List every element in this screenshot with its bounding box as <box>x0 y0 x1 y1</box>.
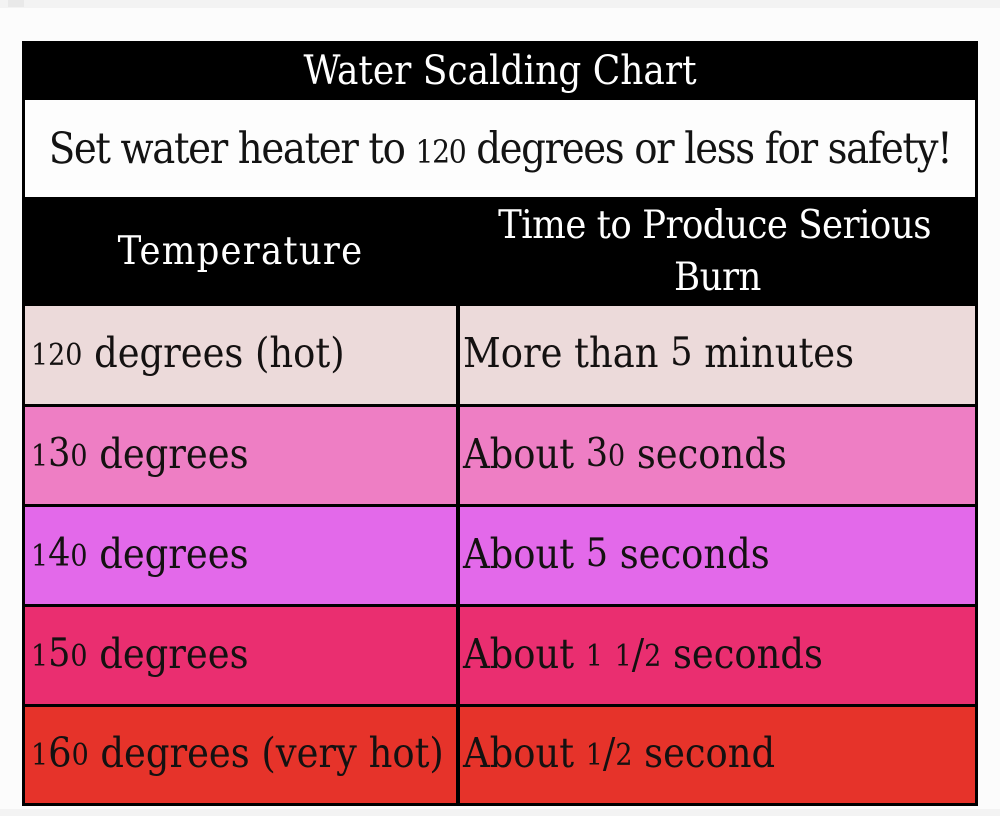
row-0-time-text: More than 5 minutes <box>463 329 855 377</box>
row-2-time-cell: About 5 seconds <box>460 507 975 604</box>
row-1-time-text: About 30 seconds <box>463 429 787 478</box>
table-title: Water Scalding Chart <box>25 44 975 97</box>
row-2-temperature-cell: 140 degrees <box>25 507 456 604</box>
row-3-time-text: About 1 1/2 seconds <box>463 629 823 678</box>
column-header-temperature-text: Temperature <box>117 227 364 274</box>
row-4-temperature-text: 160 degrees (very hot) <box>31 729 444 777</box>
bottom-edge-strip <box>0 809 1000 816</box>
row-4-time-cell: About 1/2 second <box>460 707 975 803</box>
row-4-temperature-cell: 160 degrees (very hot) <box>25 707 456 803</box>
column-header-time: Time to Produce Serious Burn <box>460 200 975 303</box>
top-edge-strip <box>0 0 1000 8</box>
row-2-temperature-text: 140 degrees <box>31 529 249 578</box>
table-subtitle: Set water heater to 120 degrees or less … <box>25 100 975 197</box>
row-1-time-cell: About 30 seconds <box>460 407 975 504</box>
row-1-temperature-cell: 130 degrees <box>25 407 456 504</box>
column-header-time-text: Time to Produce Serious Burn <box>498 202 931 300</box>
top-left-corner-artifact <box>8 0 24 7</box>
row-2-time-text: About 5 seconds <box>463 529 770 578</box>
row-0-temperature-cell: 120 degrees (hot) <box>25 306 456 404</box>
row-4-time-text: About 1/2 second <box>463 729 776 777</box>
table-title-text: Water Scalding Chart <box>303 47 697 94</box>
row-1-temperature-text: 130 degrees <box>31 429 249 478</box>
row-3-temperature-cell: 150 degrees <box>25 607 456 704</box>
column-header-temperature: Temperature <box>25 200 456 303</box>
row-0-time-cell: More than 5 minutes <box>460 306 975 404</box>
row-0-temperature-text: 120 degrees (hot) <box>31 329 345 377</box>
water-scalding-table: Water Scalding Chart Set water heater to… <box>22 41 978 806</box>
table-subtitle-text: Set water heater to 120 degrees or less … <box>48 123 953 174</box>
row-3-temperature-text: 150 degrees <box>31 629 249 678</box>
row-3-time-cell: About 1 1/2 seconds <box>460 607 975 704</box>
